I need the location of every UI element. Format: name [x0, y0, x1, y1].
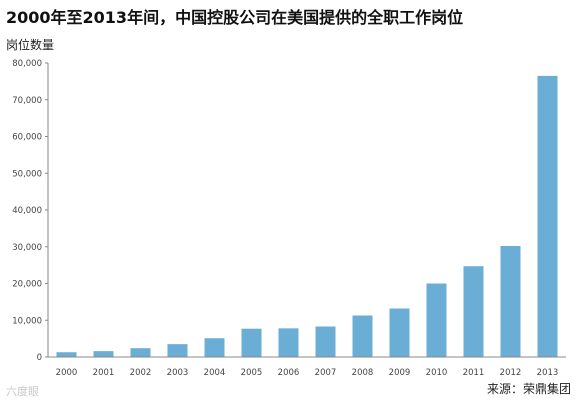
- y-axis-label: 岗位数量: [6, 38, 55, 52]
- y-tick-label: 20,000: [12, 280, 42, 290]
- bar-2007: [315, 326, 336, 357]
- x-tick-label: 2009: [389, 368, 411, 378]
- x-tick-label: 2011: [463, 368, 485, 378]
- bar-2002: [130, 348, 151, 357]
- y-tick-label: 80,000: [12, 59, 42, 69]
- x-tick-label: 2001: [93, 368, 115, 378]
- y-tick-label: 70,000: [12, 96, 42, 106]
- bar-2005: [241, 328, 262, 357]
- x-tick-label: 2002: [130, 368, 152, 378]
- x-tick-label: 2007: [315, 368, 337, 378]
- bar-2003: [167, 344, 188, 357]
- bar-2004: [204, 338, 225, 357]
- bar-2009: [389, 308, 410, 357]
- bar-2010: [426, 283, 447, 357]
- y-tick-label: 0: [37, 353, 42, 363]
- x-tick-label: 2004: [204, 368, 226, 378]
- y-tick-label: 40,000: [12, 206, 42, 216]
- x-axis-ticks: 2000 2001 2002 2003 2004 2005 2006 2007 2008 2009…: [56, 368, 559, 378]
- y-tick-label: 60,000: [12, 133, 42, 143]
- bars: [56, 75, 558, 358]
- bar-2000: [56, 352, 77, 357]
- bar-2006: [278, 328, 299, 357]
- y-tick-label: 10,000: [12, 316, 42, 326]
- bar-2013: [537, 75, 558, 358]
- x-tick-label: 2006: [278, 368, 300, 378]
- bar-2011: [463, 266, 484, 357]
- x-tick-label: 2010: [426, 368, 448, 378]
- x-tick-label: 2012: [500, 368, 522, 378]
- y-tick-label: 50,000: [12, 169, 42, 179]
- source-note: 来源：荣鼎集团: [486, 382, 571, 396]
- x-tick-label: 2000: [56, 368, 78, 378]
- x-tick-label: 2005: [241, 368, 263, 378]
- y-tick-label: 30,000: [12, 243, 42, 253]
- bar-2001: [93, 351, 114, 357]
- x-tick-label: 2008: [352, 368, 374, 378]
- x-tick-label: 2013: [537, 368, 559, 378]
- bar-2008: [352, 315, 373, 357]
- y-axis-ticks: 0 10,000 20,000 30,000 40,000 50,000 60,000 70,…: [12, 59, 48, 363]
- x-tick-label: 2003: [167, 368, 189, 378]
- watermark: 六度眼: [6, 385, 39, 398]
- bar-2012: [500, 246, 521, 357]
- chart-title: 2000年至2013年间，中国控股公司在美国提供的全职工作岗位: [6, 8, 464, 27]
